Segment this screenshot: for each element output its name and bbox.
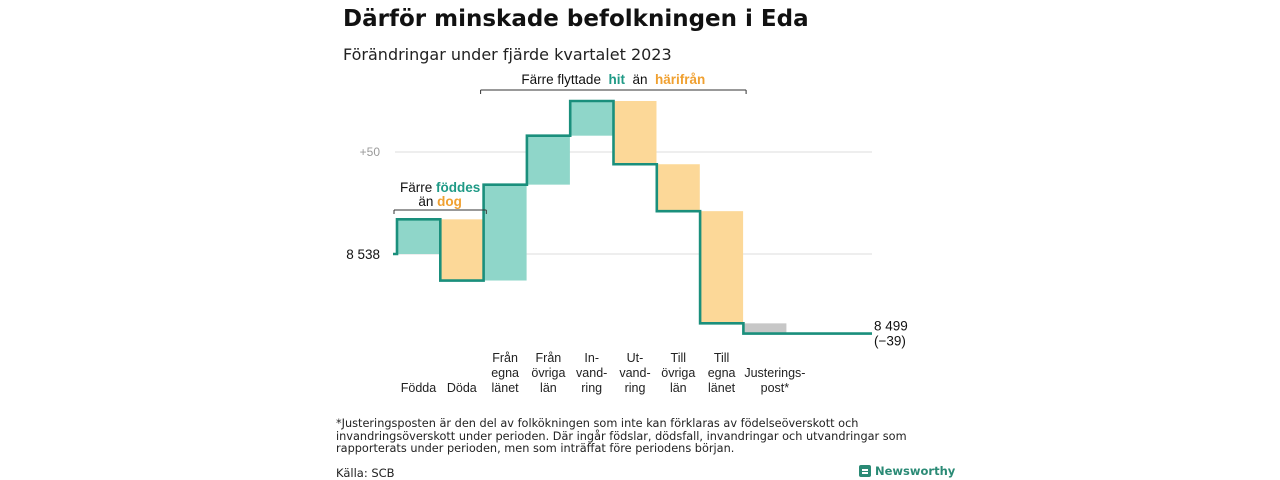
category-label: In-vand-ring: [576, 351, 607, 395]
annotation-births-deaths: än dog: [418, 194, 462, 209]
category-label: Döda: [447, 381, 477, 395]
annotation-births-deaths: Färre föddes: [400, 180, 480, 195]
category-label: Från egna länet: [491, 351, 519, 395]
brand-name: Newsworthy: [875, 464, 956, 478]
bar-inflow: [526, 135, 570, 185]
end-change-label: (−39): [874, 334, 906, 349]
start-value-label: 8 538: [346, 247, 380, 262]
chart-title: Därför minskade befolkningen i Eda: [343, 6, 809, 32]
bar-inflow: [397, 219, 440, 254]
newsworthy-icon: [859, 465, 871, 477]
footnote: *Justeringsposten är den del av folkökni…: [336, 417, 907, 455]
category-label: Födda: [401, 381, 436, 395]
bar-outflow: [700, 211, 744, 324]
bar-outflow: [440, 219, 484, 281]
category-label: Från övriga län: [531, 351, 565, 395]
bar-adjustment: [743, 323, 787, 334]
brand-logo: Newsworthy: [859, 464, 955, 478]
bar-inflow: [570, 101, 614, 136]
category-label: Till egna länet: [708, 351, 736, 395]
gridline-label: +50: [360, 145, 381, 159]
category-label: Justerings-post*: [744, 366, 805, 395]
source-note: Källa: SCB: [336, 466, 395, 480]
category-label: Till övriga län: [661, 351, 695, 395]
end-value-label: 8 499: [874, 319, 908, 334]
bar-inflow: [483, 184, 527, 281]
waterfall-chart: +50 8 538 8 499(−39) Födda Döda Från egna länet…: [346, 72, 908, 395]
bar-outflow: [656, 164, 700, 212]
chart-subtitle: Förändringar under fjärde kvartalet 2023: [343, 45, 672, 64]
annotation-migration: Färre flyttade hit än härifrån: [521, 72, 705, 87]
category-label: Ut-vand-ring: [619, 351, 650, 395]
series-line: [393, 99, 872, 335]
bar-outflow: [613, 101, 657, 165]
